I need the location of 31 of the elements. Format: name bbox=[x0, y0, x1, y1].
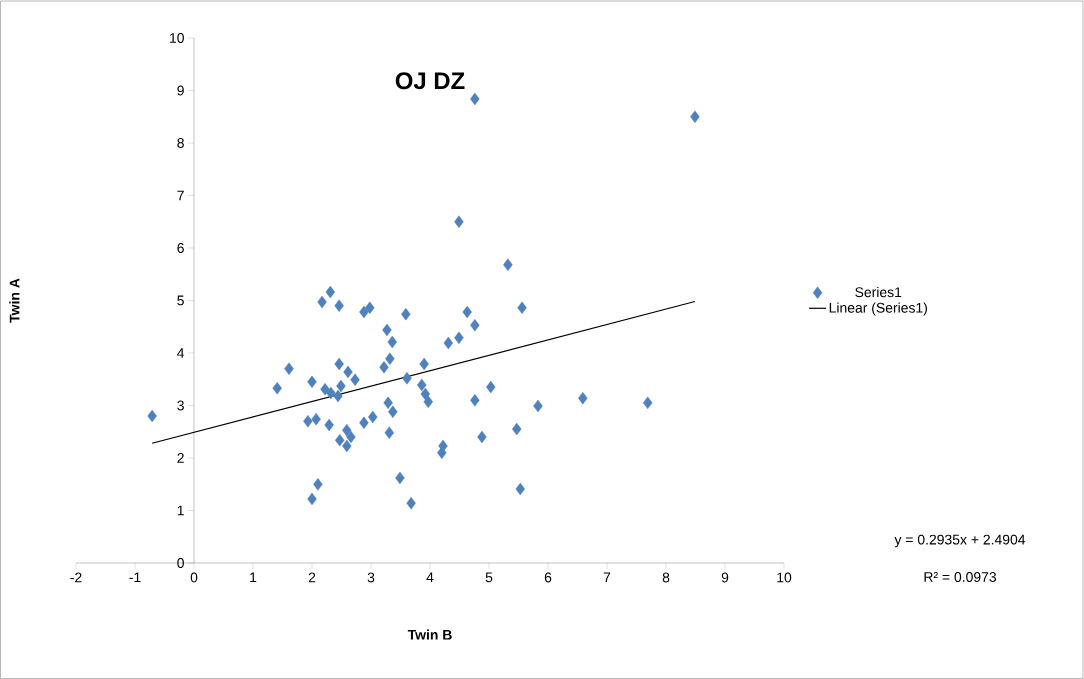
legend-label: Series1 bbox=[855, 286, 902, 298]
x-tick-label: 5 bbox=[485, 572, 493, 583]
y-tick-label: 7 bbox=[177, 190, 184, 201]
y-tick-label: 5 bbox=[177, 295, 184, 306]
x-axis-title: Twin B bbox=[407, 629, 452, 640]
y-tick-label: 9 bbox=[177, 85, 184, 96]
x-tick-label: 1 bbox=[250, 572, 257, 583]
y-tick-label: 1 bbox=[177, 505, 184, 516]
x-tick-label: 8 bbox=[662, 572, 670, 583]
legend-label: Linear (Series1) bbox=[829, 302, 927, 316]
y-tick-label: 8 bbox=[177, 138, 184, 148]
y-tick-label: 4 bbox=[177, 348, 185, 358]
text: R² = 0.0973 bbox=[924, 572, 996, 582]
x-tick-label: -2 bbox=[70, 572, 82, 583]
x-tick-label: 4 bbox=[426, 572, 434, 583]
y-tick-label: 2 bbox=[177, 453, 184, 463]
x-tick-label: 10 bbox=[777, 572, 792, 583]
y-tick-label: 0 bbox=[177, 558, 184, 568]
x-tick-label: 7 bbox=[603, 572, 611, 583]
text: y = 0.2935x + 2.4904 bbox=[894, 534, 1026, 548]
y-tick-label: 10 bbox=[170, 33, 184, 43]
y-tick-label: 3 bbox=[177, 400, 184, 411]
x-tick-label: 3 bbox=[367, 572, 375, 583]
x-tick-label: -1 bbox=[129, 572, 141, 583]
x-tick-label: 2 bbox=[308, 572, 316, 583]
y-axis-title: Twin A bbox=[9, 278, 20, 323]
text: OJ DZ bbox=[395, 72, 465, 90]
x-tick-label: 6 bbox=[544, 572, 552, 583]
y-tick-label: 6 bbox=[177, 243, 184, 253]
x-tick-label: 0 bbox=[190, 572, 198, 583]
x-tick-label: 9 bbox=[721, 572, 729, 583]
